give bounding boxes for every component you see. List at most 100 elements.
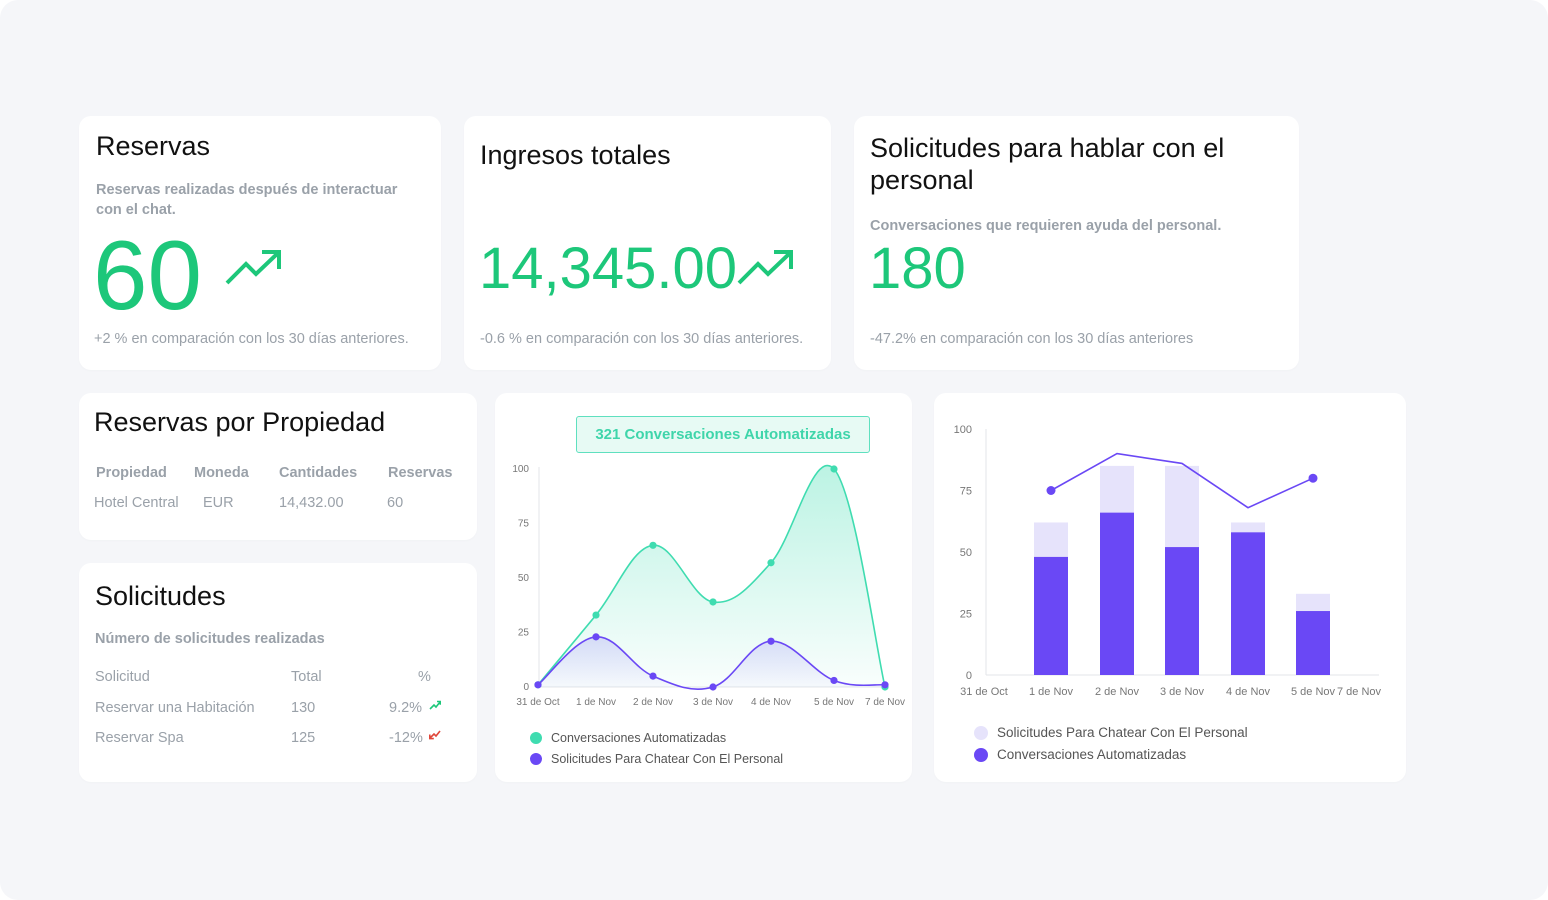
column-header-reservas: Reservas	[388, 465, 453, 481]
table-cell: 14,432.00	[279, 495, 344, 511]
legend-swatch	[974, 747, 988, 762]
data-point	[709, 683, 717, 691]
legend-label: Solicitudes Para Chatear Con El Personal	[997, 725, 1248, 740]
legend-swatch	[974, 725, 988, 740]
y-tick-label: 0	[523, 682, 529, 693]
kpi-value: 180	[869, 236, 966, 301]
data-point	[881, 681, 889, 689]
data-point	[649, 541, 657, 549]
comparison-text: -47.2% en comparación con los 30 días an…	[870, 331, 1194, 347]
trend-up-icon	[225, 250, 281, 285]
card-reservas: Reservas Reservas realizadas después de …	[79, 116, 441, 370]
x-tick-label: 3 de Nov	[693, 697, 733, 708]
kpi-value: 14,345.00	[479, 236, 738, 301]
y-tick-label: 50	[518, 573, 530, 584]
card-reservas-por-propiedad: Reservas por Propiedad Propiedad Moneda …	[79, 393, 477, 540]
data-point	[830, 676, 838, 685]
card-solicitudes-personal: Solicitudes para hablar con el personal …	[854, 116, 1299, 370]
data-point	[1308, 473, 1318, 483]
data-point	[649, 672, 657, 680]
y-tick-label: 25	[960, 609, 972, 621]
y-tick-label: 0	[966, 670, 972, 682]
table-cell: 9.2%	[389, 700, 423, 716]
card-ingresos: Ingresos totales 14,345.00 -0.6 % en com…	[464, 116, 831, 370]
legend-swatch	[530, 732, 542, 744]
column-header-total: Total	[291, 669, 322, 685]
data-point	[830, 465, 838, 473]
legend-item: Conversaciones Automatizadas	[974, 747, 1186, 762]
y-tick-label: 100	[954, 424, 972, 436]
data-point	[767, 559, 775, 567]
area-chart: 0 25 50 75 100 31 de Oct 1 de Nov 2 de Nov 3 de …	[512, 464, 905, 708]
y-tick-label: 100	[512, 464, 529, 475]
data-point	[534, 681, 542, 689]
y-tick-label: 75	[518, 519, 530, 530]
x-tick-label: 2 de Nov	[1095, 686, 1140, 698]
comparison-text: -0.6 % en comparación con los 30 días an…	[480, 331, 804, 347]
card-solicitudes: Solicitudes Número de solicitudes realiz…	[79, 563, 477, 782]
table-cell: Reservar Spa	[95, 730, 184, 746]
legend-label: Conversaciones Automatizadas	[551, 731, 727, 745]
bar-chart: 0 25 50 75 100 31 de Oct 1 de Nov 2 de Nov 3 de …	[954, 424, 1382, 698]
x-tick-label: 1 de Nov	[576, 697, 616, 708]
table-cell: -12%	[389, 730, 423, 746]
card-title: Solicitudes	[95, 581, 226, 611]
table-cell: Hotel Central	[94, 495, 179, 511]
table-cell: EUR	[203, 495, 234, 511]
legend-label: Solicitudes Para Chatear Con El Personal	[551, 752, 784, 766]
kpi-value: 60	[93, 220, 203, 330]
chart-badge: 321 Conversaciones Automatizadas	[576, 416, 870, 453]
comparison-text: +2 % en comparación con los 30 días ante…	[94, 331, 409, 347]
x-tick-label: 31 de Oct	[960, 686, 1008, 698]
series-area	[538, 465, 885, 687]
y-tick-label: 75	[960, 486, 972, 498]
card-title: Reservas por Propiedad	[94, 407, 386, 437]
trend-up-icon	[737, 250, 793, 285]
x-tick-label: 31 de Oct	[516, 697, 560, 708]
column-header-percent: %	[418, 669, 431, 685]
legend-item: Solicitudes Para Chatear Con El Personal	[530, 752, 783, 766]
column-header-moneda: Moneda	[194, 465, 249, 481]
card-title: Ingresos totales	[480, 140, 671, 170]
x-tick-label: 5 de Nov	[1291, 686, 1336, 698]
data-point	[592, 633, 600, 641]
legend-item: Conversaciones Automatizadas	[530, 731, 726, 745]
table-cell: 125	[291, 730, 316, 746]
card-title: Reservas	[96, 131, 211, 161]
card-description: Conversaciones que requieren ayuda del p…	[870, 218, 1222, 234]
x-tick-label: 5 de Nov	[814, 697, 854, 708]
column-header-cantidades: Cantidades	[279, 465, 358, 481]
legend-label: Conversaciones Automatizadas	[997, 747, 1187, 762]
series-line	[1050, 452, 1314, 509]
x-tick-label: 4 de Nov	[751, 697, 791, 708]
card-description: Reservas realizadas después de interactu…	[96, 182, 398, 218]
y-tick-label: 50	[960, 547, 972, 559]
bar	[1165, 547, 1199, 675]
bar	[1296, 611, 1330, 675]
bar	[1100, 512, 1134, 675]
series-line	[537, 464, 886, 688]
x-tick-label: 7 de Nov	[1337, 686, 1382, 698]
trend-down-icon	[429, 730, 441, 740]
x-tick-label: 7 de Nov	[865, 697, 905, 708]
table-cell: 60	[387, 495, 404, 511]
x-tick-label: 2 de Nov	[633, 697, 673, 708]
x-tick-label: 1 de Nov	[1029, 686, 1074, 698]
trend-up-icon	[429, 700, 441, 710]
data-point	[767, 637, 775, 645]
card-subtitle: Número de solicitudes realizadas	[95, 631, 325, 647]
data-point	[709, 598, 717, 606]
legend-swatch	[530, 753, 542, 765]
column-header-solicitud: Solicitud	[95, 669, 150, 685]
x-tick-label: 3 de Nov	[1160, 686, 1205, 698]
card-title: Solicitudes para hablar con el personal	[870, 133, 1225, 195]
bar	[1034, 556, 1068, 675]
data-point	[1046, 486, 1056, 495]
column-header-propiedad: Propiedad	[96, 465, 167, 481]
table-cell: 130	[291, 700, 316, 716]
x-tick-label: 4 de Nov	[1226, 686, 1271, 698]
legend-item: Solicitudes Para Chatear Con El Personal	[974, 725, 1248, 740]
data-point	[592, 611, 600, 619]
table-cell: Reservar una Habitación	[95, 700, 255, 716]
